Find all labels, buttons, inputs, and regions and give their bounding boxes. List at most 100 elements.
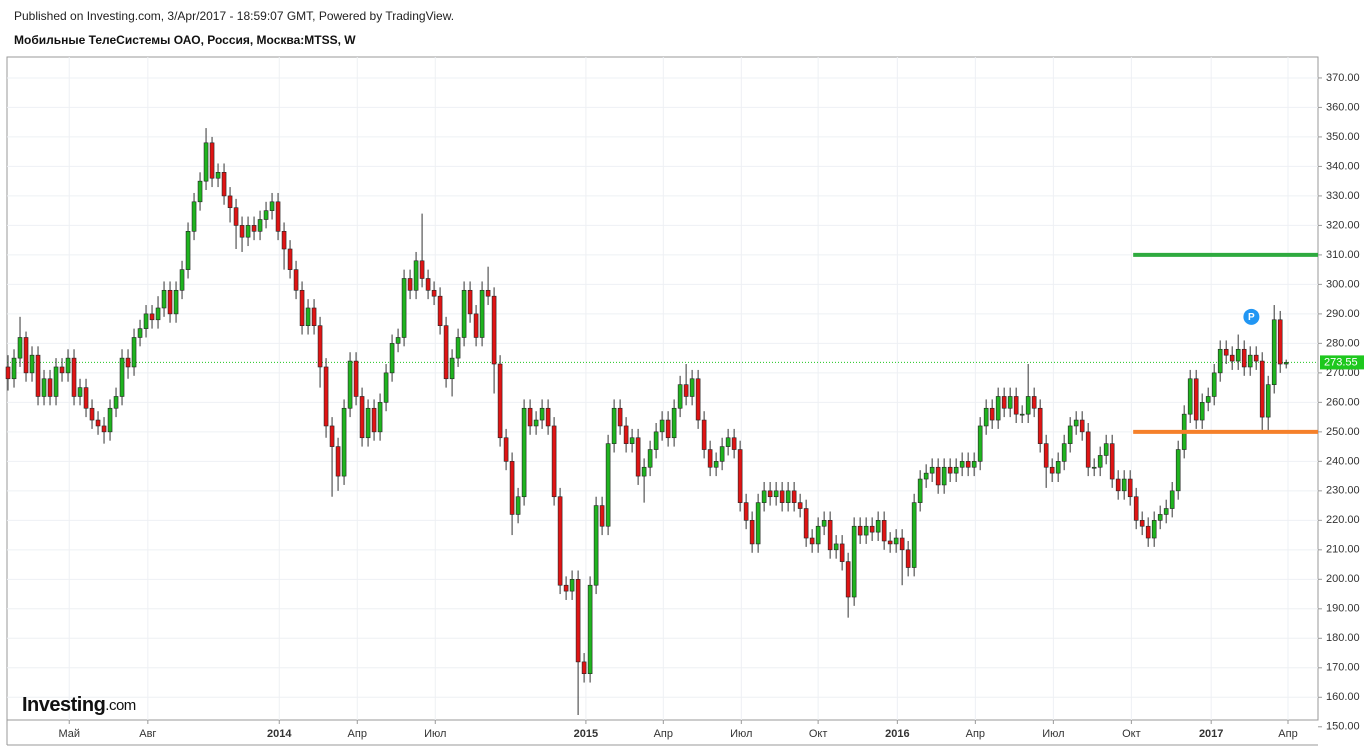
candle-body	[1115, 478, 1121, 492]
candle-body	[125, 357, 131, 368]
candle-body	[737, 449, 743, 503]
candle-body	[413, 260, 419, 291]
candle-body	[959, 461, 965, 468]
candle-body	[893, 537, 899, 545]
candle-body	[59, 366, 65, 374]
candle-body	[17, 337, 23, 359]
candle-body	[1013, 396, 1019, 415]
x-tick-label: Окт	[809, 728, 828, 740]
candle-body	[341, 407, 347, 477]
marker-label: P	[1248, 312, 1255, 323]
marker-circle	[1243, 308, 1260, 325]
x-tick-label: Апр	[654, 728, 673, 740]
candle-body	[1247, 354, 1253, 368]
candle-body	[947, 466, 953, 474]
y-tick-label: 190.00	[1326, 603, 1360, 615]
candle-body	[923, 472, 929, 480]
candle-body	[515, 496, 521, 515]
candle-body	[935, 466, 941, 486]
candle-body	[1073, 419, 1079, 427]
candle-body	[179, 269, 185, 291]
candle-body	[191, 201, 197, 232]
candle-body	[491, 295, 497, 365]
candle-body	[377, 402, 383, 433]
x-tick-label: 2014	[267, 728, 292, 740]
candle-body	[1271, 319, 1277, 385]
candle-body	[827, 520, 833, 551]
y-tick-label: 240.00	[1326, 455, 1360, 467]
candle-body	[1067, 425, 1073, 444]
y-tick-label: 350.00	[1326, 131, 1360, 143]
y-tick-label: 220.00	[1326, 514, 1360, 526]
candle-body	[485, 289, 491, 297]
candle-body	[89, 407, 95, 421]
candle-body	[455, 337, 461, 359]
candle-body	[647, 449, 653, 468]
candle-body	[1229, 354, 1235, 362]
candle-body	[317, 325, 323, 368]
y-tick-label: 200.00	[1326, 573, 1360, 585]
candle-body	[437, 295, 443, 326]
candle-body	[107, 407, 113, 433]
candle-body	[875, 520, 881, 533]
candle-body	[773, 490, 779, 498]
candle-body	[809, 537, 815, 545]
candle-body	[1241, 348, 1247, 368]
y-tick-label: 280.00	[1326, 337, 1360, 349]
candle-body	[149, 313, 155, 321]
candle-body	[1265, 384, 1271, 418]
last-price-label: 273.55	[1324, 356, 1358, 368]
candle-body	[1187, 378, 1193, 415]
candle-body	[539, 407, 545, 421]
candle-body	[695, 378, 701, 421]
candle-body	[77, 387, 83, 397]
candle-body	[719, 446, 725, 462]
logo: Investing.com	[22, 694, 136, 716]
x-tick-label: Окт	[1122, 728, 1141, 740]
candle-body	[605, 443, 611, 527]
candle-body	[1139, 520, 1145, 527]
candle-body	[365, 407, 371, 439]
candle-body	[659, 419, 665, 433]
candle-body	[905, 549, 911, 568]
candle-body	[29, 354, 35, 374]
y-tick-label: 150.00	[1326, 721, 1360, 733]
candle-body	[677, 384, 683, 409]
candle-body	[671, 407, 677, 439]
candle-body	[665, 419, 671, 439]
candle-body	[431, 289, 437, 297]
candle-body	[131, 337, 137, 368]
candle-body	[1055, 461, 1061, 474]
y-tick-label: 170.00	[1326, 662, 1360, 674]
candle-body	[713, 461, 719, 468]
candle-body	[587, 584, 593, 674]
candle-body	[1175, 449, 1181, 492]
y-tick-label: 320.00	[1326, 219, 1360, 231]
candle-body	[35, 354, 41, 397]
candle-body	[329, 425, 335, 447]
candle-body	[557, 496, 563, 586]
candle-body	[137, 328, 143, 338]
candle-body	[155, 307, 161, 321]
candle-body	[551, 425, 557, 498]
x-tick-label: 2017	[1199, 728, 1223, 740]
candle-body	[533, 419, 539, 427]
candle-body	[617, 407, 623, 427]
candle-body	[803, 508, 809, 539]
candle-body	[749, 520, 755, 545]
candle-body	[227, 195, 233, 209]
candle-body	[1007, 396, 1013, 409]
candle-body	[347, 360, 353, 409]
candle-body	[833, 543, 839, 551]
candle-body	[47, 378, 53, 397]
candle-body	[641, 466, 647, 477]
candle-body	[761, 490, 767, 503]
candle-body	[1031, 396, 1037, 409]
candle-body	[461, 289, 467, 338]
candle-body	[797, 502, 803, 509]
y-tick-label: 260.00	[1326, 396, 1360, 408]
candle-body	[299, 289, 305, 326]
y-tick-label: 250.00	[1326, 426, 1360, 438]
candle-body	[371, 407, 377, 433]
candle-body	[323, 366, 329, 427]
